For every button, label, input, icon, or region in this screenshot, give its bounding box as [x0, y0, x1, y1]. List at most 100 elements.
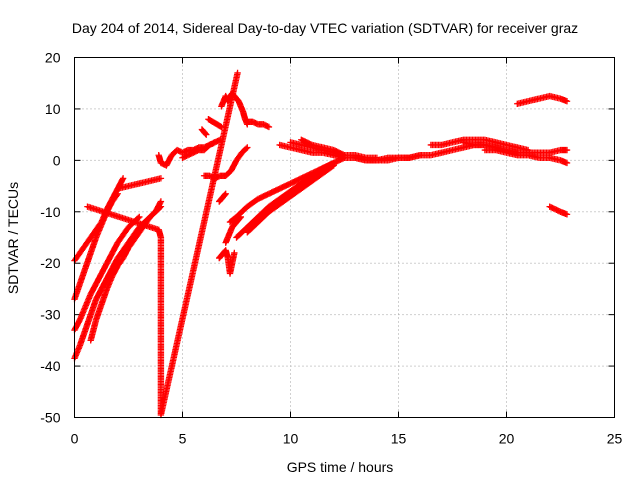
data-point	[563, 98, 571, 105]
point-trail	[231, 93, 239, 101]
point-trail	[223, 235, 231, 245]
point-trail	[163, 153, 175, 168]
y-tick-label: -50	[40, 410, 60, 426]
point-trail	[93, 287, 105, 302]
series-arc-2	[71, 190, 121, 303]
y-tick-label: 0	[53, 152, 61, 168]
point-trail	[98, 276, 110, 291]
point-trail	[288, 181, 304, 194]
data-point	[119, 175, 127, 182]
point-trail	[236, 99, 244, 109]
point-trail	[245, 214, 261, 230]
series-arc-28	[514, 92, 571, 107]
point-trail	[310, 170, 325, 184]
data-points	[71, 69, 571, 419]
point-trail	[221, 191, 229, 199]
point-trail	[250, 119, 260, 127]
data-point	[563, 159, 571, 167]
x-tick-label: 5	[179, 431, 187, 447]
point-trail	[288, 186, 304, 199]
point-trail	[234, 96, 242, 104]
point-trail	[77, 243, 88, 255]
series-arc-16	[222, 213, 245, 246]
point-trail	[109, 263, 121, 278]
point-trail	[206, 116, 215, 125]
point-trail	[109, 240, 121, 255]
point-trail	[147, 209, 158, 220]
point-trail	[228, 158, 240, 173]
point-trail	[158, 71, 241, 417]
data-point	[563, 146, 571, 154]
point-trail	[261, 121, 271, 130]
point-trail	[255, 209, 272, 225]
point-trail	[245, 196, 261, 209]
point-trail	[266, 196, 282, 209]
point-trail	[277, 188, 293, 202]
point-trail	[207, 139, 217, 148]
point-trail	[87, 297, 99, 317]
point-trail	[218, 250, 227, 258]
point-trail	[245, 219, 261, 235]
series-arc-17	[244, 118, 273, 131]
series-arc-9	[198, 126, 210, 138]
y-tick-label: 20	[45, 50, 61, 66]
point-trail	[110, 191, 120, 204]
data-point	[234, 69, 241, 77]
point-trail	[216, 253, 224, 261]
series-arc-5	[87, 198, 165, 344]
point-trail	[120, 225, 131, 237]
point-trail	[310, 165, 325, 179]
point-trail	[175, 147, 185, 156]
x-tick-label: 20	[499, 431, 515, 447]
point-trail	[255, 204, 272, 220]
data-point	[217, 136, 224, 143]
data-point	[157, 198, 165, 205]
y-tick-label: 10	[45, 101, 61, 117]
data-point	[341, 152, 348, 159]
data-point	[231, 249, 238, 257]
point-trail	[180, 147, 190, 156]
data-point	[157, 175, 165, 182]
point-trail	[320, 163, 336, 176]
point-trail	[126, 238, 137, 250]
point-trail	[229, 222, 237, 230]
point-trail	[88, 281, 99, 296]
series-arc-15	[216, 247, 238, 277]
point-trail	[266, 201, 282, 215]
point-trail	[93, 271, 105, 286]
point-trail	[227, 225, 235, 235]
point-trail	[72, 251, 83, 263]
series-arc-13	[200, 144, 251, 182]
point-trail	[277, 194, 293, 207]
point-trail	[201, 142, 212, 153]
point-trail	[225, 94, 233, 104]
data-point	[265, 123, 273, 131]
point-trail	[88, 227, 99, 240]
x-axis-label: GPS time / hours	[287, 459, 394, 475]
point-trail	[131, 230, 142, 242]
series-arc-20	[244, 162, 337, 236]
point-trail	[223, 168, 234, 178]
y-axis-label: SDTVAR / TECUs	[5, 182, 21, 294]
point-trail	[120, 240, 131, 253]
point-trail	[115, 248, 126, 260]
y-tick-label: -40	[40, 358, 60, 374]
series-arc-23	[298, 136, 348, 159]
point-trail	[104, 251, 115, 266]
point-trail	[77, 328, 89, 348]
point-trail	[227, 214, 239, 225]
series-isolated	[84, 69, 241, 419]
point-trail	[553, 206, 563, 215]
point-trail	[210, 119, 220, 127]
point-trail	[180, 152, 190, 161]
y-tick-label: -20	[40, 255, 60, 271]
point-trail	[131, 225, 142, 237]
point-trail	[214, 121, 224, 130]
point-trail	[115, 256, 126, 268]
point-trail	[239, 145, 250, 155]
x-tick-label: 0	[71, 431, 79, 447]
point-trail	[213, 137, 223, 145]
x-tick-label: 15	[391, 431, 407, 447]
point-trail	[229, 91, 237, 99]
